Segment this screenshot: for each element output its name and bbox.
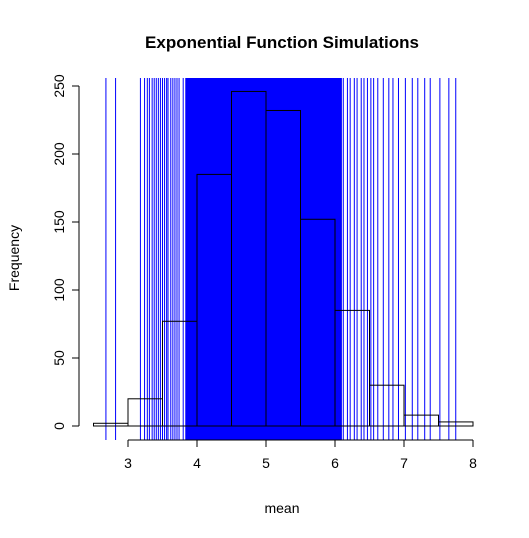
- histogram-bars: [93, 90, 474, 427]
- vertical-lines-layer: [105, 78, 457, 440]
- x-tick-label: 5: [262, 455, 270, 471]
- y-tick-label: 200: [51, 142, 67, 166]
- x-tick-label: 7: [400, 455, 408, 471]
- histogram-bar: [369, 384, 405, 427]
- histogram-bar: [403, 414, 439, 427]
- histogram-bar: [127, 398, 163, 427]
- histogram-bar: [93, 422, 129, 427]
- x-tick-label: 8: [469, 455, 477, 471]
- x-axis-label: mean: [264, 500, 299, 516]
- y-tick-label: 100: [51, 278, 67, 302]
- y-tick-label: 50: [51, 350, 67, 366]
- x-tick-label: 6: [331, 455, 339, 471]
- histogram-bar: [438, 421, 474, 427]
- y-tick-label: 0: [51, 422, 67, 430]
- x-axis: 3 4 5 6 7 8: [124, 439, 477, 471]
- x-tick-label: 3: [124, 455, 132, 471]
- histogram-bar: [334, 309, 370, 427]
- y-axis: 0 50 100 150 200 250: [51, 74, 80, 430]
- y-axis-label: Frequency: [6, 225, 22, 291]
- dense-line-band: [185, 78, 342, 440]
- y-tick-label: 250: [51, 74, 67, 98]
- x-tick-label: 4: [193, 455, 201, 471]
- chart-title: Exponential Function Simulations: [145, 33, 419, 52]
- y-tick-label: 150: [51, 210, 67, 234]
